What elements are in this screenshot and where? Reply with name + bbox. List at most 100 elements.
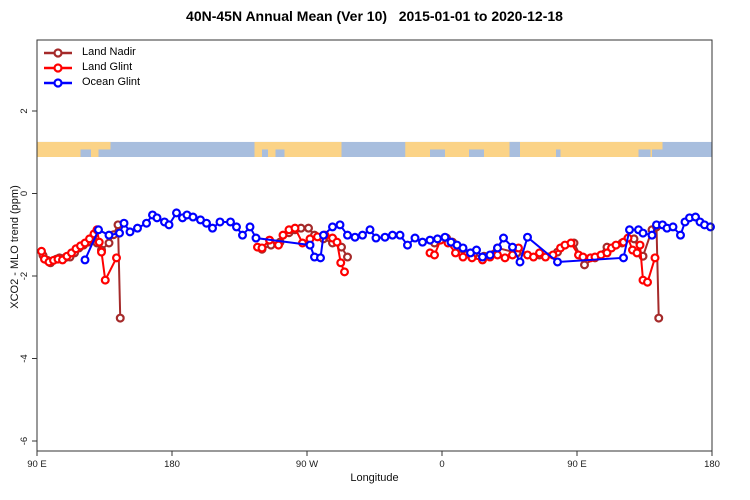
data-point [104,230,114,240]
legend-series-symbol [44,77,72,88]
data-point [485,250,495,260]
data-point [371,233,381,243]
data-point [493,243,503,253]
data-point [251,233,261,243]
data-point [319,230,329,240]
legend: Land Nadir Land Glint Ocean Glint [43,45,140,90]
legend-item-land-nadir: Land Nadir [43,45,140,60]
data-point [654,313,664,323]
legend-item-ocean-glint: Ocean Glint [43,75,140,90]
x-tick-label: 90 E [567,459,587,470]
data-point [115,313,125,323]
data-point [618,253,628,263]
data-point [515,257,525,267]
y-tick-label: -4 [19,354,30,362]
data-point [238,230,248,240]
data-point [172,208,182,218]
data-point [388,230,398,240]
data-point [472,245,482,255]
data-point [202,218,212,228]
data-point [418,237,428,247]
data-point [705,222,715,232]
data-point [675,230,685,240]
data-point [365,225,375,235]
y-tick-label: -6 [19,437,30,445]
data-point [328,222,338,232]
data-point [500,253,510,263]
data-point [478,252,488,262]
data-point [642,277,652,287]
x-tick-label: 0 [439,459,444,470]
data-point [343,230,353,240]
data-point [336,258,346,268]
x-axis-label: Longitude [350,472,399,484]
land-ocean-strip [37,141,712,157]
legend-item-label: Land Glint [82,61,133,73]
legend-item-land-glint: Land Glint [43,60,140,75]
data-point [611,240,621,250]
data-point [316,253,326,263]
data-point [624,225,634,235]
series-land-glint [36,223,660,287]
data-point [668,222,678,232]
data-point [493,250,503,260]
data-point [215,217,225,227]
legend-item-label: Ocean Glint [82,76,141,88]
data-point [638,228,648,238]
axis-ticks: 90 E 180 90 W 0 90 E 180 2 0 -2 -4 -6 [19,108,720,470]
data-point [508,242,518,252]
data-point [451,248,461,258]
legend-series-symbol [44,47,72,58]
data-point [104,238,114,248]
data-point [350,232,360,242]
data-point [358,230,368,240]
legend-item-label: Land Nadir [82,46,136,58]
y-tick-label: -2 [19,272,30,280]
data-point [425,235,435,245]
data-point [94,237,104,247]
data-point [152,213,162,223]
data-point [100,275,110,285]
data-point [440,232,450,242]
data-point [232,222,242,232]
data-point [534,248,544,258]
data-point [114,228,124,238]
data-point [111,253,121,263]
data-point [226,217,236,227]
data-point [650,253,660,263]
data-point [304,223,314,233]
data-point [305,240,315,250]
data-point [278,230,288,240]
data-point [245,222,255,232]
data-point [290,223,300,233]
data-point [528,252,538,262]
series-ocean-glint [80,208,715,267]
data-point [133,223,143,233]
data-point [332,237,342,247]
data-point [635,240,645,250]
x-tick-label: 180 [704,459,720,470]
data-point [119,218,129,228]
data-point [380,232,390,242]
data-point [80,255,90,265]
x-tick-label: 180 [164,459,180,470]
plot-border [36,39,713,452]
data-point [93,225,103,235]
data-point [403,240,413,250]
data-point [257,243,267,253]
data-point [188,212,198,222]
data-point [410,233,420,243]
data-point [433,234,443,244]
y-tick-label: 0 [19,191,30,196]
data-point [96,247,106,257]
chart-title: 40N-45N Annual Mean (Ver 10) 2015-01-01 … [186,8,563,24]
data-point [632,248,642,258]
data-point [430,250,440,260]
y-tick-label: 2 [19,108,30,113]
legend-series-symbol [44,62,72,73]
data-point [164,220,174,230]
x-tick-label: 90 W [296,459,318,470]
data-point [552,257,562,267]
